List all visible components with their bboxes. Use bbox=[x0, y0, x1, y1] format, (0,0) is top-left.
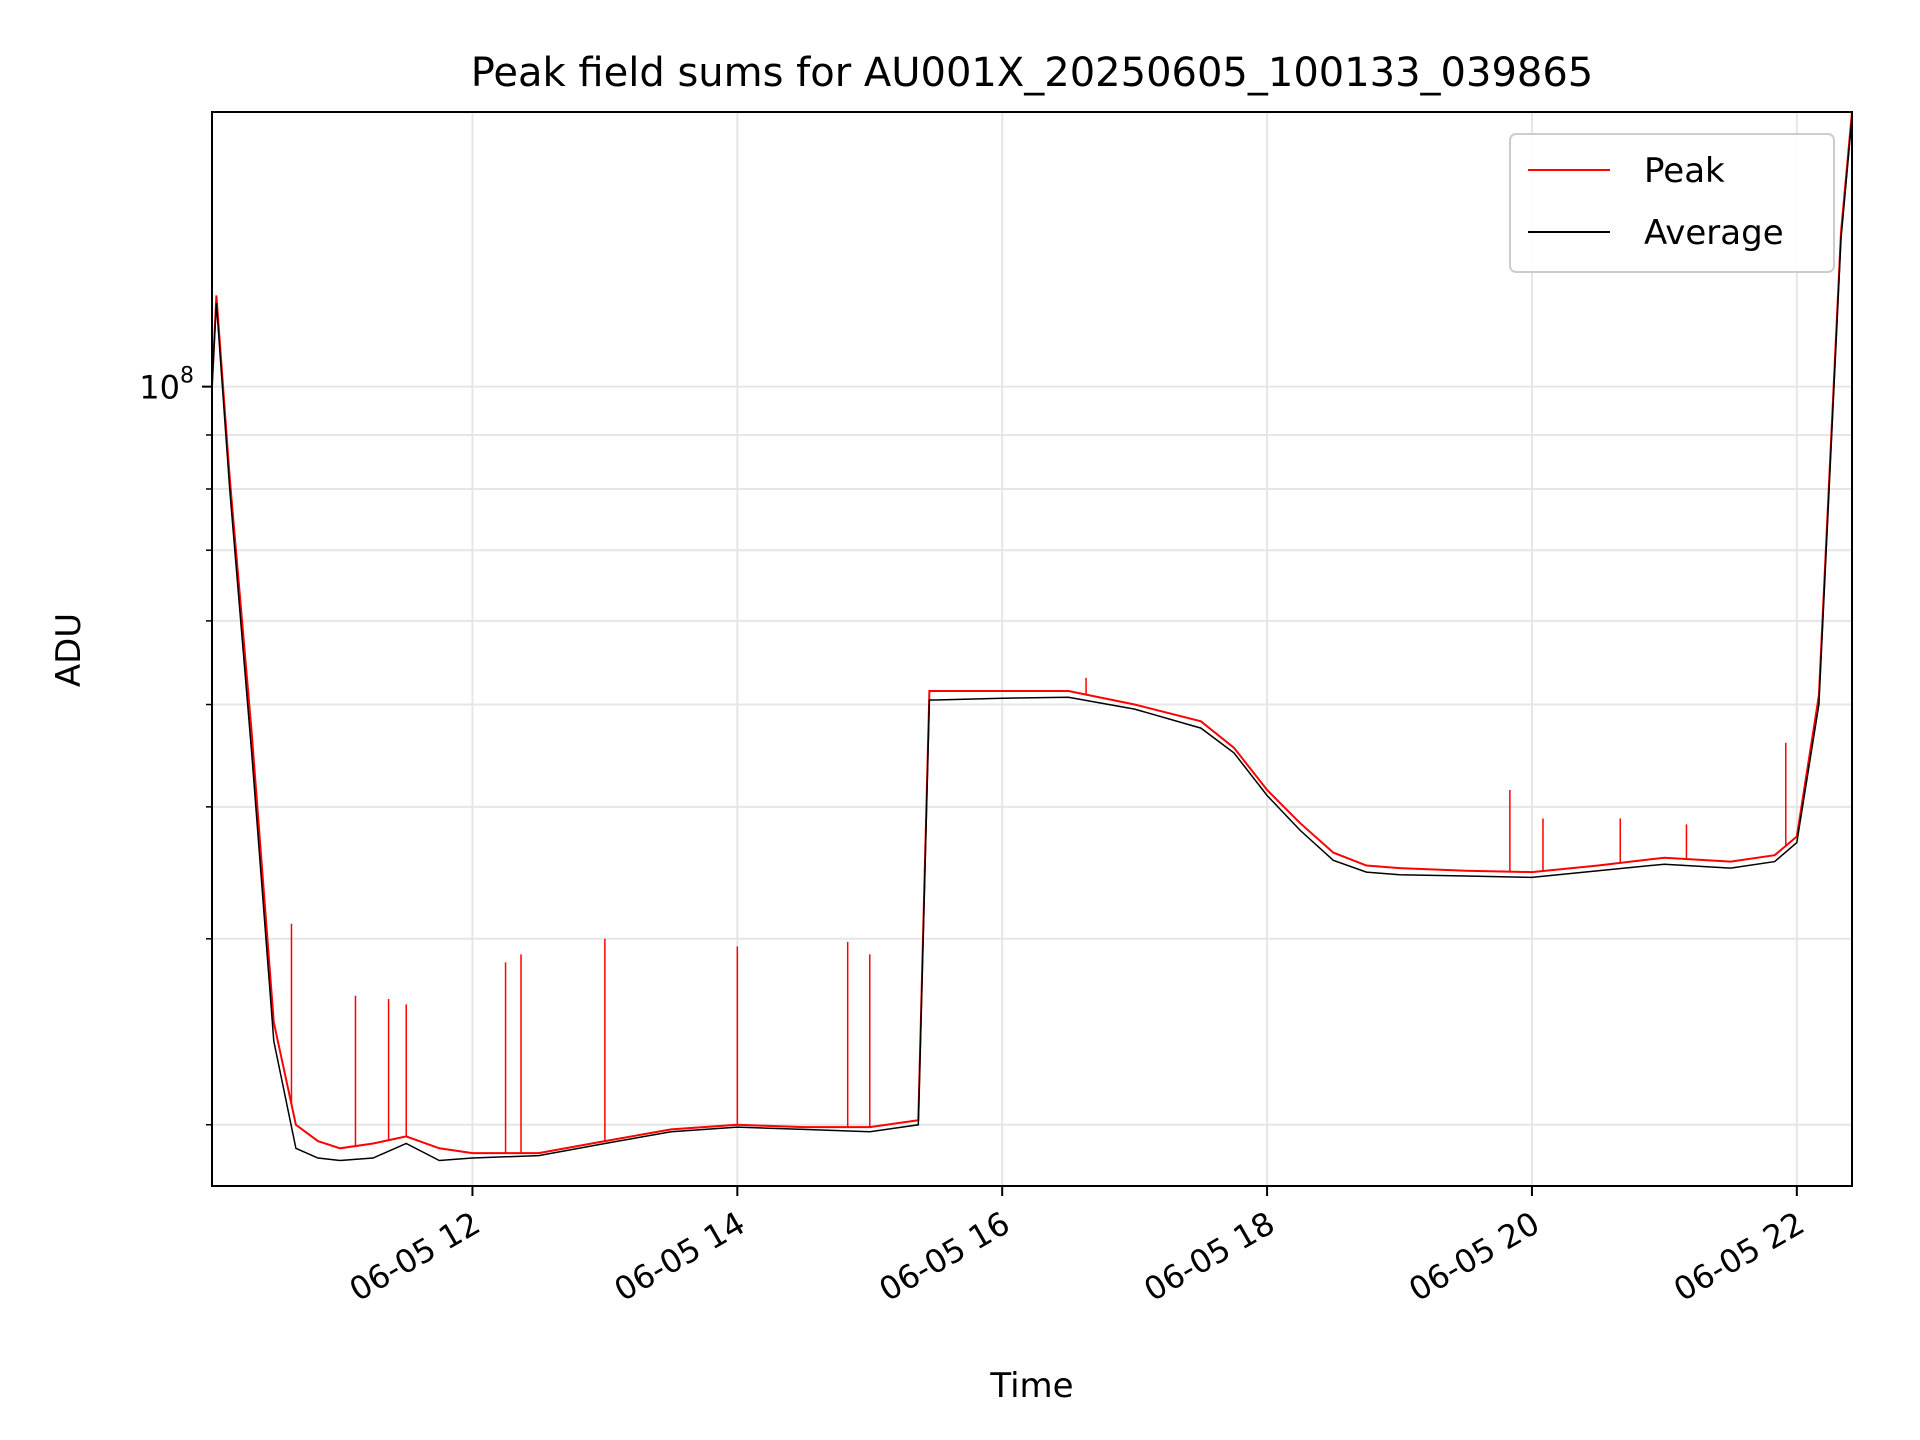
y-tick-label-exponent: 8 bbox=[180, 364, 194, 389]
legend-box bbox=[1509, 133, 1835, 273]
x-axis-label: Time bbox=[989, 1366, 1073, 1406]
y-tick-label-base: 10 bbox=[139, 369, 180, 407]
chart-title: Peak field sums for AU001X_20250605_1001… bbox=[471, 50, 1594, 96]
series-peak-line bbox=[211, 111, 1853, 1155]
y-tick-label: 108 bbox=[139, 364, 194, 407]
legend-label-peak: Peak bbox=[1644, 151, 1725, 191]
legend-label-average: Average bbox=[1644, 213, 1784, 253]
y-axis-label: ADU bbox=[49, 613, 89, 687]
series-layer bbox=[211, 111, 1853, 1162]
grid bbox=[212, 112, 1852, 1186]
series-average-line bbox=[211, 117, 1853, 1162]
legend: Peak Average bbox=[1509, 133, 1835, 273]
plot-frame bbox=[211, 111, 1853, 1187]
